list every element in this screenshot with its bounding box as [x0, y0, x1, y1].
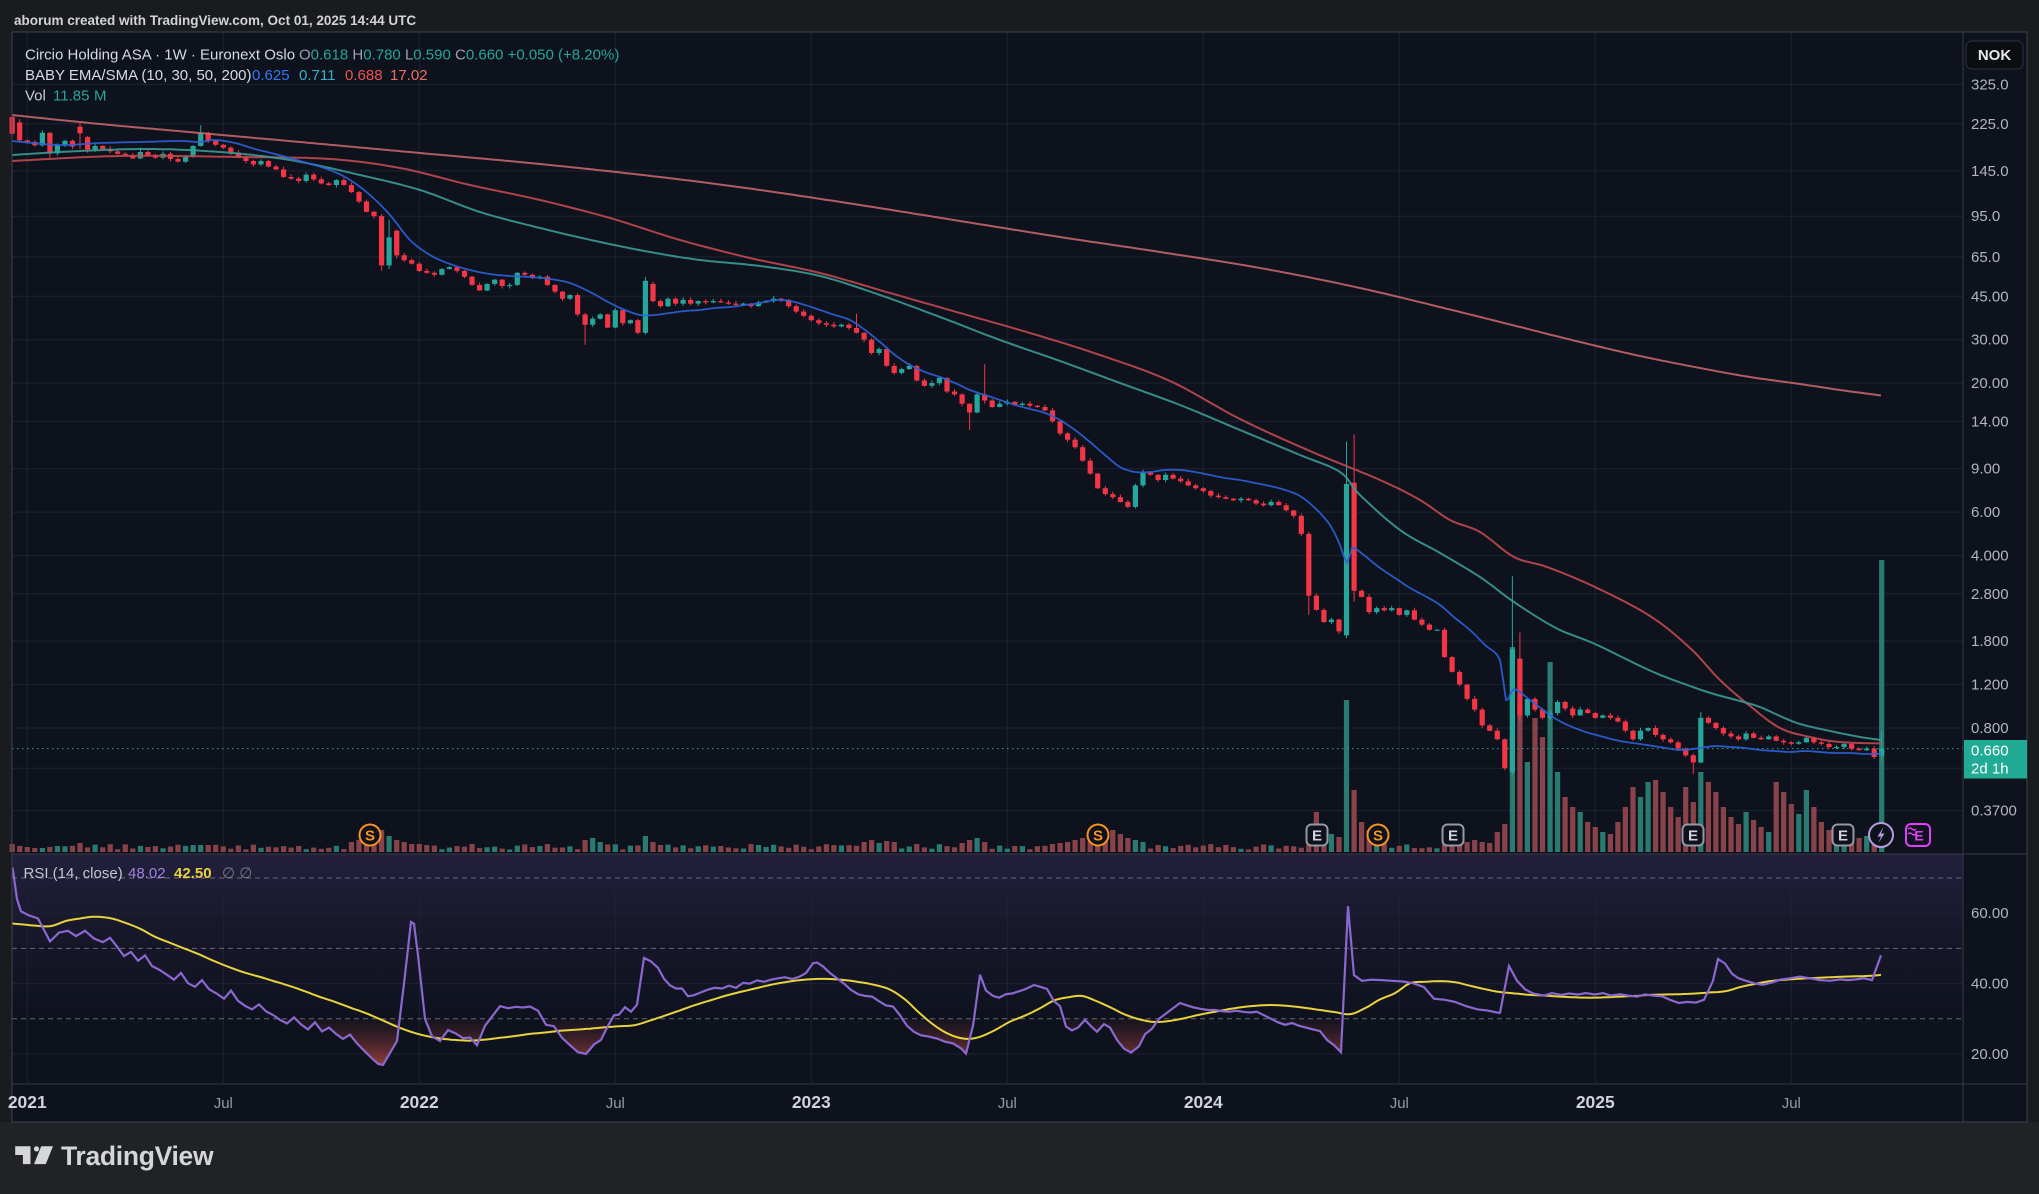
- svg-text:9.00: 9.00: [1971, 461, 2000, 478]
- svg-text:E: E: [1838, 828, 1848, 845]
- svg-text:S: S: [1373, 828, 1383, 845]
- svg-text:48.02: 48.02: [128, 865, 166, 882]
- svg-text:E: E: [1448, 828, 1458, 845]
- svg-text:E: E: [1312, 828, 1322, 845]
- svg-text:Jul: Jul: [606, 1095, 625, 1112]
- svg-text:BABY EMA/SMA (10, 30, 50, 200): BABY EMA/SMA (10, 30, 50, 200): [25, 67, 252, 84]
- svg-text:2021: 2021: [8, 1092, 47, 1112]
- svg-text:S: S: [365, 828, 375, 845]
- svg-text:O0.618 H0.780 L0.590 C0.660: O0.618 H0.780 L0.590 C0.660 +0.050 (+8.2…: [299, 47, 619, 64]
- svg-text:0.688: 0.688: [345, 67, 383, 84]
- svg-text:E: E: [1914, 828, 1923, 844]
- svg-text:42.50: 42.50: [174, 865, 212, 882]
- svg-text:S: S: [1093, 828, 1103, 845]
- svg-text:6.00: 6.00: [1971, 504, 2000, 521]
- svg-text:0.660: 0.660: [1971, 743, 2009, 760]
- svg-text:45.00: 45.00: [1971, 288, 2009, 305]
- svg-text:Circio Holding ASA · 1W · Euro: Circio Holding ASA · 1W · Euronext Oslo: [25, 47, 295, 64]
- svg-text:2d 1h: 2d 1h: [1971, 761, 2009, 778]
- svg-text:20.00: 20.00: [1971, 375, 2009, 392]
- svg-text:0.800: 0.800: [1971, 720, 2009, 737]
- svg-text:Jul: Jul: [1782, 1095, 1801, 1112]
- svg-text:Jul: Jul: [214, 1095, 233, 1112]
- svg-text:17.02: 17.02: [390, 67, 428, 84]
- svg-text:0.625: 0.625: [252, 67, 290, 84]
- svg-text:E: E: [1688, 828, 1698, 845]
- svg-text:2025: 2025: [1576, 1092, 1615, 1112]
- svg-text:RSI (14, close): RSI (14, close): [24, 865, 123, 882]
- svg-text:1.800: 1.800: [1971, 633, 2009, 650]
- svg-text:60.00: 60.00: [1971, 905, 2009, 922]
- svg-text:0.711: 0.711: [299, 67, 335, 84]
- svg-text:14.00: 14.00: [1971, 413, 2009, 430]
- svg-text:20.00: 20.00: [1971, 1046, 2009, 1063]
- svg-text:∅ ∅: ∅ ∅: [222, 865, 252, 882]
- svg-text:M: M: [94, 88, 107, 105]
- svg-text:0.3700: 0.3700: [1971, 803, 2017, 820]
- svg-text:40.00: 40.00: [1971, 976, 2009, 993]
- svg-text:TradingView: TradingView: [61, 1141, 214, 1171]
- svg-text:2024: 2024: [1184, 1092, 1223, 1112]
- svg-text:325.0: 325.0: [1971, 76, 2009, 93]
- svg-text:145.0: 145.0: [1971, 163, 2009, 180]
- svg-text:225.0: 225.0: [1971, 116, 2009, 133]
- svg-text:2022: 2022: [400, 1092, 439, 1112]
- svg-text:Jul: Jul: [1390, 1095, 1409, 1112]
- svg-text:95.0: 95.0: [1971, 208, 2000, 225]
- svg-text:Jul: Jul: [998, 1095, 1017, 1112]
- svg-text:2023: 2023: [792, 1092, 831, 1112]
- svg-text:Vol: Vol: [25, 88, 46, 105]
- svg-text:11.85: 11.85: [53, 88, 89, 105]
- svg-text:NOK: NOK: [1978, 47, 2012, 64]
- svg-text:2.800: 2.800: [1971, 586, 2009, 603]
- svg-text:4.000: 4.000: [1971, 548, 2009, 565]
- svg-text:1.200: 1.200: [1971, 677, 2009, 694]
- svg-text:aborum created with TradingVie: aborum created with TradingView.com, Oct…: [14, 13, 416, 28]
- svg-text:65.0: 65.0: [1971, 249, 2000, 266]
- svg-text:30.00: 30.00: [1971, 332, 2009, 349]
